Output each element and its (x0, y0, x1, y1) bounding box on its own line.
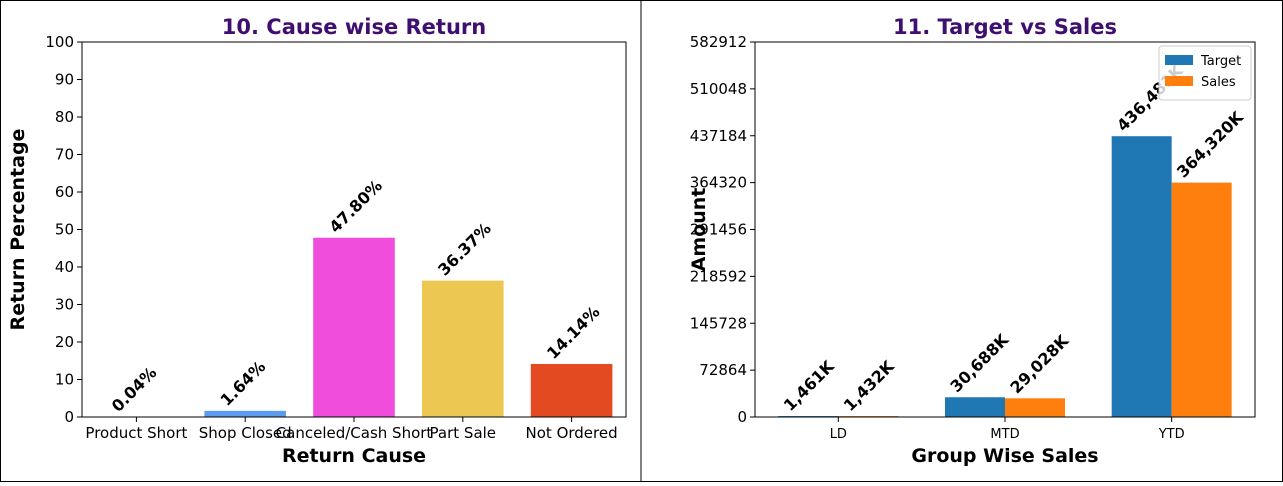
legend-swatch (1165, 55, 1193, 65)
y-tick-label: 20 (55, 333, 74, 351)
x-tick-label: LD (830, 427, 847, 442)
y-tick-label: 72864 (699, 361, 747, 379)
chart-title: 11. Target vs Sales (893, 15, 1117, 39)
y-tick-label: 582912 (690, 33, 747, 51)
y-tick-label: 145728 (690, 314, 747, 332)
bar (313, 238, 395, 417)
y-tick-label: 364320 (690, 174, 747, 192)
y-tick-label: 510048 (690, 80, 747, 98)
value-label: 1,461K (780, 356, 838, 414)
legend: Target Sales (1159, 46, 1251, 100)
x-tick-label: MTD (990, 427, 1019, 442)
bar (1112, 136, 1172, 417)
y-axis-label: Return Percentage (7, 129, 29, 331)
bar (531, 364, 613, 417)
y-tick-label: 291456 (690, 221, 747, 239)
bar (1005, 398, 1065, 417)
value-label: 29,028K (1006, 331, 1072, 397)
value-label: 0.04% (108, 363, 161, 416)
x-tick-label: Canceled/Cash Short (276, 424, 433, 442)
y-tick-label: 70 (55, 146, 74, 164)
x-tick-label: Part Sale (430, 424, 497, 442)
y-tick-label: 40 (55, 258, 74, 276)
y-tick-label: 218592 (690, 267, 747, 285)
y-tick-label: 80 (55, 108, 74, 126)
value-label: 47.80% (325, 176, 386, 237)
x-axis-label: Return Cause (282, 445, 426, 467)
x-tick-label: Not Ordered (526, 424, 618, 442)
value-label: 364,320K (1173, 107, 1247, 181)
chart-title: 10. Cause wise Return (222, 15, 486, 39)
bar (945, 397, 1005, 417)
value-label: 1.64% (217, 357, 270, 410)
y-tick-label: 437184 (690, 127, 747, 145)
value-label: 36.37% (434, 219, 495, 280)
bar (204, 411, 286, 417)
y-tick-label: 10 (55, 371, 74, 389)
bar (1172, 183, 1232, 417)
bar (422, 281, 504, 417)
y-tick-label: 30 (55, 296, 74, 314)
y-tick-label: 60 (55, 183, 74, 201)
x-axis-label: Group Wise Sales (911, 445, 1098, 467)
y-tick-label: 100 (45, 33, 74, 51)
legend-label: Sales (1201, 75, 1236, 90)
x-tick-label: YTD (1158, 427, 1185, 442)
x-tick-label: Product Short (85, 424, 187, 442)
value-label: 30,688K (946, 330, 1012, 396)
y-tick-label: 90 (55, 71, 74, 89)
legend-label: Target (1200, 54, 1241, 69)
value-label: 14.14% (543, 302, 604, 363)
y-tick-label: 50 (55, 221, 74, 239)
legend-swatch (1165, 76, 1193, 86)
y-tick-label: 0 (737, 408, 747, 426)
value-label: 1,432K (840, 356, 898, 414)
y-tick-label: 0 (64, 408, 74, 426)
